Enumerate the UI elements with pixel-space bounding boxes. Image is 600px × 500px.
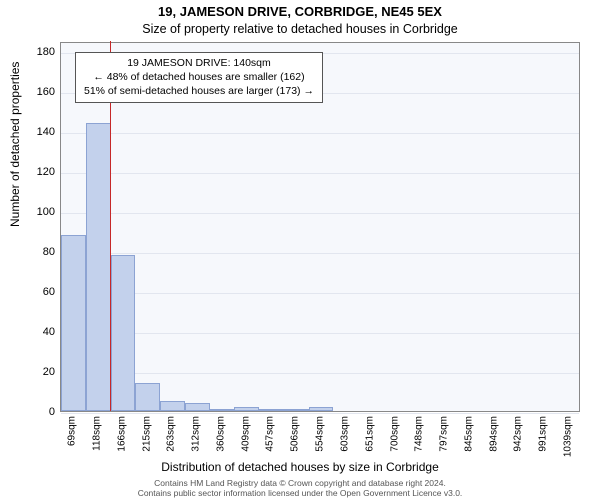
y-tick-label: 180	[0, 46, 55, 58]
gridline	[61, 253, 579, 254]
x-tick-label: 457sqm	[265, 416, 276, 452]
gridline	[61, 173, 579, 174]
y-tick-label: 140	[0, 126, 55, 138]
histogram-bar	[61, 235, 86, 411]
histogram-bar	[284, 409, 309, 411]
histogram-bar	[309, 407, 334, 411]
property-annotation-box: 19 JAMESON DRIVE: 140sqm ← 48% of detach…	[75, 52, 323, 103]
y-tick-label: 100	[0, 206, 55, 218]
gridline	[61, 133, 579, 134]
y-tick-label: 40	[0, 326, 55, 338]
y-tick-label: 80	[0, 246, 55, 258]
x-tick-label: 263sqm	[166, 416, 177, 452]
x-tick-label: 506sqm	[290, 416, 301, 452]
x-tick-label: 1039sqm	[562, 416, 573, 457]
x-tick-label: 797sqm	[439, 416, 450, 452]
gridline	[61, 333, 579, 334]
histogram-bar	[111, 255, 136, 411]
x-axis-label: Distribution of detached houses by size …	[0, 460, 600, 474]
annotation-line2: ← 48% of detached houses are smaller (16…	[84, 70, 314, 84]
x-tick-label: 748sqm	[414, 416, 425, 452]
gridline	[61, 373, 579, 374]
x-tick-label: 991sqm	[538, 416, 549, 452]
x-tick-label: 942sqm	[513, 416, 524, 452]
histogram-bar	[259, 409, 284, 411]
histogram-bar	[135, 383, 160, 411]
y-tick-label: 20	[0, 366, 55, 378]
gridline	[61, 213, 579, 214]
y-tick-label: 160	[0, 86, 55, 98]
x-tick-label: 603sqm	[340, 416, 351, 452]
annotation-line1: 19 JAMESON DRIVE: 140sqm	[84, 56, 314, 70]
footer-attribution: Contains HM Land Registry data © Crown c…	[0, 478, 600, 498]
histogram-bar	[86, 123, 111, 411]
histogram-bar	[210, 409, 235, 411]
gridline	[61, 413, 579, 414]
x-tick-label: 894sqm	[488, 416, 499, 452]
y-tick-label: 0	[0, 406, 55, 418]
x-tick-label: 651sqm	[364, 416, 375, 452]
histogram-bar	[160, 401, 185, 411]
y-tick-label: 60	[0, 286, 55, 298]
chart-title-subtitle: Size of property relative to detached ho…	[0, 22, 600, 36]
x-tick-label: 360sqm	[215, 416, 226, 452]
footer-line1: Contains HM Land Registry data © Crown c…	[0, 478, 600, 488]
histogram-bar	[234, 407, 259, 411]
footer-line2: Contains public sector information licen…	[0, 488, 600, 498]
y-tick-label: 120	[0, 166, 55, 178]
x-tick-label: 118sqm	[92, 416, 103, 451]
x-tick-label: 166sqm	[116, 416, 127, 452]
x-tick-label: 700sqm	[389, 416, 400, 452]
chart-title-address: 19, JAMESON DRIVE, CORBRIDGE, NE45 5EX	[0, 4, 600, 19]
x-tick-label: 554sqm	[315, 416, 326, 452]
x-tick-label: 69sqm	[67, 416, 78, 446]
x-tick-label: 215sqm	[141, 416, 152, 452]
histogram-bar	[185, 403, 210, 411]
gridline	[61, 293, 579, 294]
x-tick-label: 409sqm	[240, 416, 251, 452]
x-tick-label: 312sqm	[191, 416, 202, 452]
x-tick-label: 845sqm	[463, 416, 474, 452]
annotation-line3: 51% of semi-detached houses are larger (…	[84, 84, 314, 98]
